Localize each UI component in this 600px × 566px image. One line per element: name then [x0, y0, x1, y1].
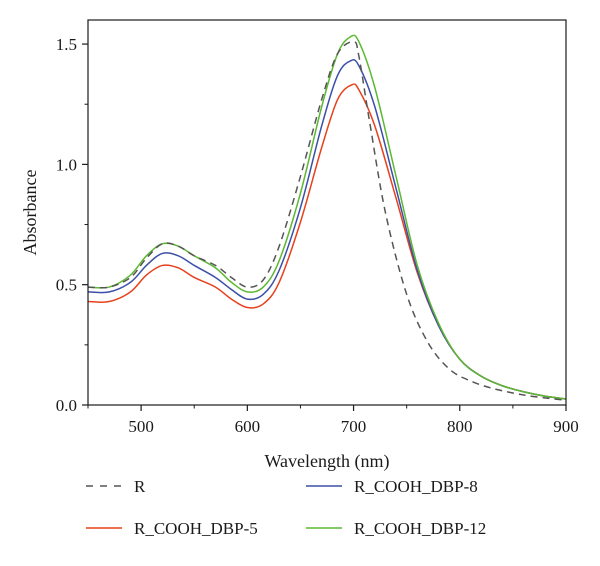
x-tick-label: 900	[553, 417, 579, 436]
series-line-r-cooh-dbp-5	[87, 83, 567, 400]
x-tick-label: 500	[128, 417, 154, 436]
legend-label: R	[134, 477, 146, 496]
series-line-r	[87, 40, 567, 401]
plot-frame	[87, 19, 567, 406]
x-tick-label: 700	[341, 417, 367, 436]
x-tick-label: 600	[235, 417, 261, 436]
legend: R R_COOH_DBP-5 R_COOH_DBP-8 R_COOH_DBP-12	[86, 477, 486, 538]
legend-label: R_COOH_DBP-5	[134, 519, 258, 538]
y-tick-label: 1.5	[56, 35, 77, 54]
y-tick-label: 1.0	[56, 155, 77, 174]
series-line-r-cooh-dbp-12	[87, 34, 567, 400]
legend-label: R_COOH_DBP-8	[354, 477, 478, 496]
legend-label: R_COOH_DBP-12	[354, 519, 486, 538]
x-tick-label: 800	[447, 417, 473, 436]
series-line-r-cooh-dbp-8	[87, 58, 567, 400]
y-tick-label: 0.0	[56, 396, 77, 415]
legend-item-r-cooh-dbp-12: R_COOH_DBP-12	[306, 519, 486, 538]
series-layer	[87, 34, 567, 401]
legend-item-r-cooh-dbp-5: R_COOH_DBP-5	[86, 519, 258, 538]
y-axis-title: Absorbance	[20, 170, 40, 256]
x-axis-title: Wavelength (nm)	[264, 451, 389, 472]
legend-item-r: R	[86, 477, 146, 496]
y-tick-label: 0.5	[56, 276, 77, 295]
legend-item-r-cooh-dbp-8: R_COOH_DBP-8	[306, 477, 478, 496]
axes-layer: 500 600 700 800 900 0.0 0.5 1.0 1.5	[56, 35, 579, 436]
